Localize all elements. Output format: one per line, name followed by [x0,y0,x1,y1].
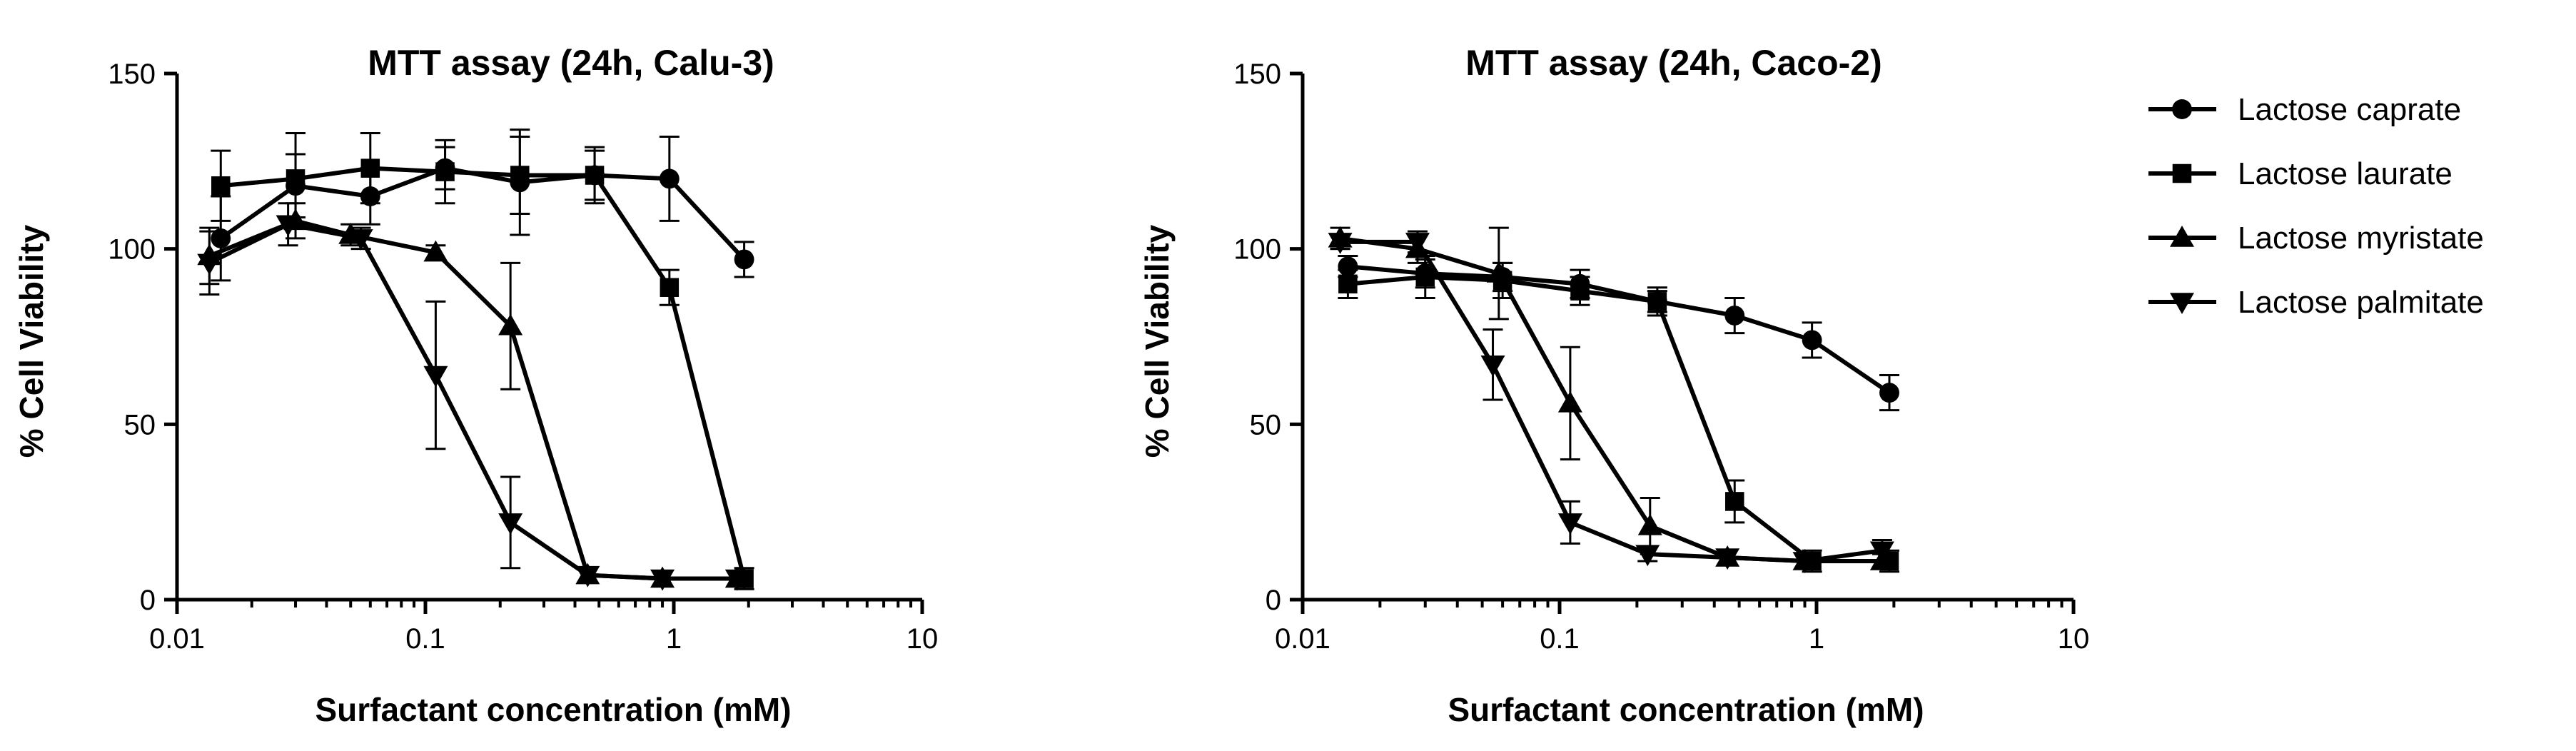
legend-item: Lactose laurate [2148,156,2453,191]
y-tick-label: 150 [1233,59,1281,90]
legend-label: Lactose caprate [2238,92,2461,127]
series-lactose-caprate [211,128,754,282]
data-point [1802,330,1822,351]
data-point [585,166,605,185]
data-point [1338,274,1358,294]
series-lactose-laurate [1338,254,1899,573]
axes: 0 50 100 150 0.01 0.1 1 10 [108,59,938,655]
legend-marker [2170,226,2194,247]
x-tick-label: 0.1 [1540,623,1580,655]
chart-title: MTT assay (24h, Calu-3) [368,43,774,83]
x-axis-label: Surfactant concentration (mM) [1448,691,1924,728]
y-tick-label: 50 [124,409,156,440]
y-axis-label: % Cell Viability [1138,224,1176,458]
legend-marker [2172,163,2192,183]
series-line [220,166,747,580]
x-tick-label: 10 [906,623,939,655]
legend-label: Lactose myristate [2238,221,2484,256]
data-point [1715,548,1740,570]
y-tick-label: 100 [1233,234,1281,266]
data-point [286,169,305,188]
y-tick-label: 100 [108,234,156,266]
y-tick-label: 50 [1250,409,1282,440]
y-tick-label: 0 [1266,585,1281,616]
x-tick-label: 0.1 [405,623,445,655]
x-axis-label: Surfactant concentration (mM) [315,691,791,728]
data-point [1724,492,1744,511]
data-point [498,513,523,535]
y-tick-label: 0 [140,585,156,616]
legend-item: Lactose caprate [2148,92,2461,127]
legend-label: Lactose laurate [2238,156,2453,191]
data-point [197,253,222,276]
legend-item: Lactose palmitate [2148,285,2484,320]
chart-title: MTT assay (24h, Caco-2) [1465,43,1882,83]
data-point [1480,356,1505,377]
x-tick-label: 0.01 [1275,623,1330,655]
series-line [208,222,737,581]
x-tick-label: 1 [666,623,682,655]
legend-marker [2170,293,2194,314]
data-point [659,168,680,189]
data-point [276,215,300,237]
legend-label: Lactose palmitate [2238,285,2484,320]
caco2-chart: MTT assay (24h, Caco-2) % Cell Viability… [1138,43,2089,728]
data-point [1879,383,1899,403]
calu3-chart: MTT assay (24h, Calu-3) % Cell Viability… [13,43,938,728]
data-point [435,162,455,181]
y-axis-label: % Cell Viability [13,224,50,458]
x-tick-label: 0.01 [149,623,205,655]
data-point [498,313,523,336]
data-point [575,565,600,588]
data-point [1792,552,1817,573]
data-point [348,229,373,251]
series-lactose-palmitate [197,202,749,591]
data-point [1415,267,1435,287]
data-point [360,158,380,178]
legend: Lactose caprate Lactose laurate Lactose my… [2148,92,2484,320]
data-point [650,569,675,591]
data-point [211,176,231,196]
plot-area [197,128,754,591]
series-line [1348,274,1889,563]
y-tick-label: 150 [108,59,156,90]
axes: 0 50 100 150 0.01 0.1 1 10 [1233,59,2089,655]
series-lactose-palmitate [1328,230,1894,573]
data-point [1647,292,1667,311]
x-tick-label: 10 [2058,623,2090,655]
data-point [1557,513,1582,535]
data-point [1869,541,1894,563]
series-line [208,218,737,581]
x-tick-label: 1 [1809,623,1824,655]
data-point [1724,306,1745,326]
plot-area [1328,226,1899,573]
series-lactose-myristate [197,202,749,588]
data-point [1570,281,1590,301]
data-point [1486,261,1511,283]
data-point [734,249,754,270]
legend-marker [2172,99,2192,119]
data-point [211,228,231,248]
data-point [1637,513,1662,535]
data-point [1338,256,1358,277]
data-point [1328,233,1353,254]
series-line [1340,239,1883,563]
data-point [423,240,448,262]
data-point [1557,390,1582,413]
data-point [1405,233,1430,254]
data-point [423,366,448,388]
data-point [660,278,680,297]
data-point [510,166,530,185]
series-lactose-laurate [211,132,754,590]
legend-item: Lactose myristate [2148,221,2484,256]
data-point [1635,545,1660,567]
data-point [724,569,749,591]
